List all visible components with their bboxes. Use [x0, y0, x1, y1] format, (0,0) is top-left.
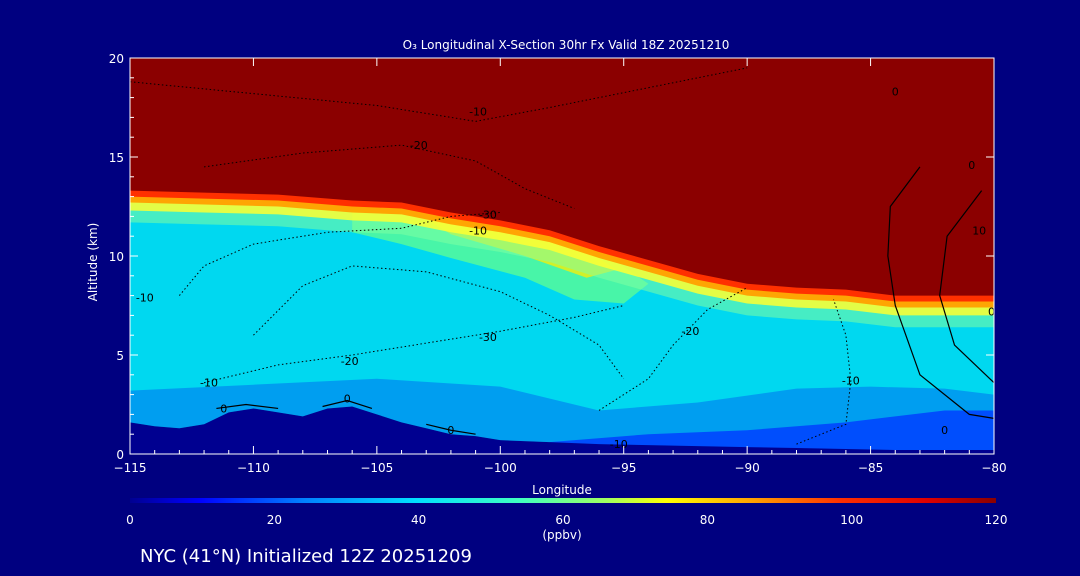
contour-line — [796, 299, 852, 445]
y-axis-label: Altitude (km) — [86, 223, 100, 302]
x-tick-label: −90 — [734, 461, 759, 475]
colorbar-tick-label: 100 — [840, 513, 863, 527]
contour-line — [598, 287, 748, 411]
x-tick-label: −85 — [858, 461, 883, 475]
colorbar-tick-label: 20 — [267, 513, 282, 527]
contour-line — [253, 265, 625, 380]
colorbar — [130, 498, 996, 503]
contour-label: -10 — [200, 377, 218, 390]
y-tick-label: 15 — [109, 151, 124, 165]
contour-label: 0 — [968, 159, 975, 172]
contour-line — [203, 305, 624, 384]
x-tick-label: −95 — [611, 461, 636, 475]
contour-label: -20 — [341, 355, 359, 368]
colorbar-tick-label: 60 — [555, 513, 570, 527]
contour-line — [426, 423, 476, 435]
contour-line — [130, 67, 748, 122]
contour-label: -20 — [410, 139, 428, 152]
contour-line — [178, 211, 501, 296]
x-tick-label: −110 — [237, 461, 270, 475]
colorbar-ticks: 0 20 40 60 80 100 120 — [126, 513, 1007, 527]
ozone-contours: -20-10-30-10-10-10-20-30 -20000-10-100010… — [130, 67, 995, 451]
footer-caption: NYC (41°N) Initialized 12Z 20251209 — [140, 546, 472, 567]
colorbar-tick-label: 40 — [411, 513, 426, 527]
colorbar-tick-label: 0 — [126, 513, 134, 527]
contour-label: 0 — [892, 86, 899, 99]
contour-label: 0 — [344, 393, 351, 406]
colorbar-label: (ppbv) — [542, 528, 581, 542]
y-tick-label: 20 — [109, 52, 124, 66]
x-axis-label: Longitude — [532, 483, 592, 497]
y-tick-label: 5 — [116, 349, 124, 363]
terrain — [130, 406, 994, 454]
contour-label: -10 — [469, 224, 487, 237]
contour-line — [939, 190, 994, 384]
surface-low-ozone — [549, 410, 994, 451]
contour-label: 0 — [220, 402, 227, 415]
x-tick-label: −80 — [981, 461, 1006, 475]
contour-label: 10 — [972, 224, 986, 237]
y-tick-label: 10 — [109, 250, 124, 264]
contour-label: -30 — [479, 208, 497, 221]
contour-line — [322, 399, 373, 410]
y-tick-label: 0 — [116, 448, 124, 462]
contour-label: -10 — [469, 105, 487, 118]
tropopause-band-4 — [130, 58, 994, 296]
contour-label: -30 — [479, 331, 497, 344]
x-tick-label: −100 — [484, 461, 517, 475]
contour-line — [203, 144, 575, 209]
contour-line — [216, 403, 279, 410]
contour-line — [887, 166, 994, 419]
colorbar-tick-label: 80 — [700, 513, 715, 527]
x-axis: −115 −110 −105 −100 −95 −90 −85 −80 — [114, 58, 1007, 475]
contour-label: -10 — [610, 438, 628, 451]
y-axis: 0 5 10 15 20 — [109, 52, 994, 462]
contour-label: -20 — [681, 325, 699, 338]
contour-label: -10 — [842, 375, 860, 388]
x-tick-label: −105 — [360, 461, 393, 475]
contour-label: -10 — [136, 292, 154, 305]
ozone-field — [130, 58, 994, 454]
x-tick-label: −115 — [114, 461, 147, 475]
colorbar-tick-label: 120 — [985, 513, 1008, 527]
contour-label: 0 — [988, 305, 995, 318]
contour-label: 0 — [447, 424, 454, 437]
chart-title: O₃ Longitudinal X-Section 30hr Fx Valid … — [403, 38, 730, 52]
contour-label: 0 — [941, 424, 948, 437]
